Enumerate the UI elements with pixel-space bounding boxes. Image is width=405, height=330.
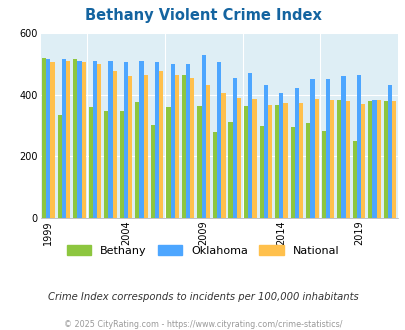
Bar bbox=[124, 62, 128, 218]
Bar bbox=[135, 102, 139, 218]
Legend: Bethany, Oklahoma, National: Bethany, Oklahoma, National bbox=[62, 240, 343, 260]
Bar bbox=[77, 61, 81, 218]
Bar bbox=[170, 64, 174, 218]
Bar bbox=[185, 64, 190, 218]
Bar bbox=[325, 79, 329, 218]
Bar bbox=[58, 115, 62, 218]
Bar bbox=[119, 111, 124, 218]
Bar bbox=[46, 59, 50, 218]
Bar bbox=[283, 103, 287, 218]
Bar bbox=[305, 123, 309, 218]
Bar bbox=[252, 99, 256, 218]
Bar bbox=[279, 93, 283, 218]
Bar bbox=[181, 75, 185, 218]
Bar bbox=[356, 75, 360, 218]
Bar bbox=[228, 122, 232, 218]
Bar bbox=[371, 100, 376, 218]
Bar bbox=[50, 62, 55, 218]
Bar bbox=[42, 58, 46, 218]
Bar bbox=[383, 101, 387, 218]
Bar bbox=[108, 61, 112, 218]
Bar bbox=[367, 101, 371, 218]
Bar bbox=[376, 100, 380, 218]
Bar bbox=[294, 88, 298, 218]
Bar bbox=[97, 64, 101, 218]
Bar bbox=[309, 79, 314, 218]
Bar bbox=[298, 103, 303, 218]
Bar bbox=[150, 125, 155, 218]
Bar bbox=[190, 78, 194, 218]
Bar bbox=[345, 101, 349, 218]
Bar bbox=[143, 75, 147, 218]
Bar bbox=[201, 54, 205, 218]
Bar bbox=[128, 76, 132, 218]
Text: Crime Index corresponds to incidents per 100,000 inhabitants: Crime Index corresponds to incidents per… bbox=[47, 292, 358, 302]
Bar bbox=[247, 73, 252, 218]
Bar bbox=[112, 72, 117, 218]
Bar bbox=[166, 107, 170, 218]
Bar bbox=[81, 62, 85, 218]
Bar bbox=[73, 59, 77, 218]
Bar bbox=[159, 72, 163, 218]
Bar bbox=[174, 75, 179, 218]
Bar bbox=[352, 142, 356, 218]
Bar bbox=[213, 132, 217, 218]
Bar bbox=[314, 99, 318, 218]
Bar bbox=[341, 76, 345, 218]
Bar bbox=[243, 106, 247, 218]
Bar bbox=[93, 61, 97, 218]
Bar bbox=[62, 59, 66, 218]
Bar bbox=[329, 100, 333, 218]
Bar bbox=[391, 101, 395, 218]
Text: © 2025 CityRating.com - https://www.cityrating.com/crime-statistics/: © 2025 CityRating.com - https://www.city… bbox=[64, 320, 341, 329]
Bar bbox=[155, 62, 159, 218]
Text: Bethany Violent Crime Index: Bethany Violent Crime Index bbox=[84, 8, 321, 23]
Bar bbox=[360, 104, 364, 218]
Bar bbox=[104, 111, 108, 218]
Bar bbox=[337, 100, 341, 218]
Bar bbox=[263, 85, 267, 218]
Bar bbox=[88, 107, 93, 218]
Bar bbox=[275, 105, 279, 218]
Bar bbox=[221, 93, 225, 218]
Bar bbox=[197, 106, 201, 218]
Bar bbox=[290, 127, 294, 218]
Bar bbox=[321, 131, 325, 218]
Bar bbox=[387, 85, 391, 218]
Bar bbox=[217, 62, 221, 218]
Bar bbox=[267, 105, 271, 218]
Bar bbox=[236, 98, 241, 218]
Bar bbox=[259, 126, 263, 218]
Bar bbox=[205, 85, 209, 218]
Bar bbox=[66, 61, 70, 218]
Bar bbox=[139, 61, 143, 218]
Bar bbox=[232, 78, 236, 218]
